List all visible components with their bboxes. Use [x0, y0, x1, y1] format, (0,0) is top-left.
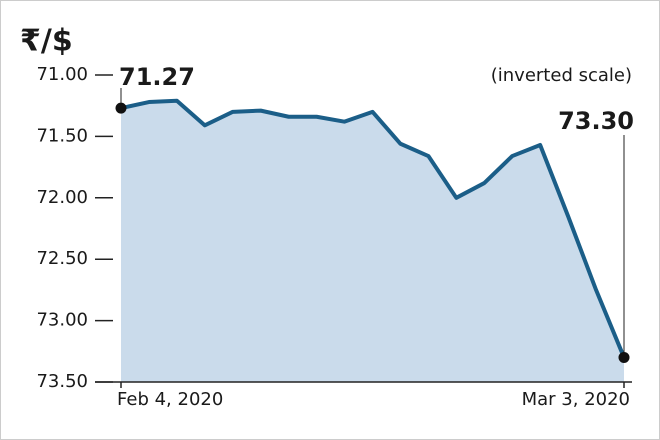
chart-title: ₹/$ [20, 24, 73, 59]
y-tick-label: 73.00 [36, 310, 88, 331]
x-tick-label: Mar 3, 2020 [522, 389, 630, 410]
y-tick-label: 71.00 [36, 64, 88, 85]
annotation: (inverted scale) [491, 65, 632, 86]
y-tick-label: 71.50 [36, 125, 88, 146]
y-tick-label: 73.50 [36, 371, 88, 392]
y-tick-label: 72.00 [36, 187, 88, 208]
value-label: 73.30 [558, 107, 634, 135]
value-label: 71.27 [119, 63, 195, 91]
line [120, 98, 626, 359]
point [115, 102, 127, 114]
x-tick-label: Feb 4, 2020 [117, 389, 223, 410]
y-tick-label: 72.50 [36, 248, 88, 269]
point [618, 351, 630, 363]
